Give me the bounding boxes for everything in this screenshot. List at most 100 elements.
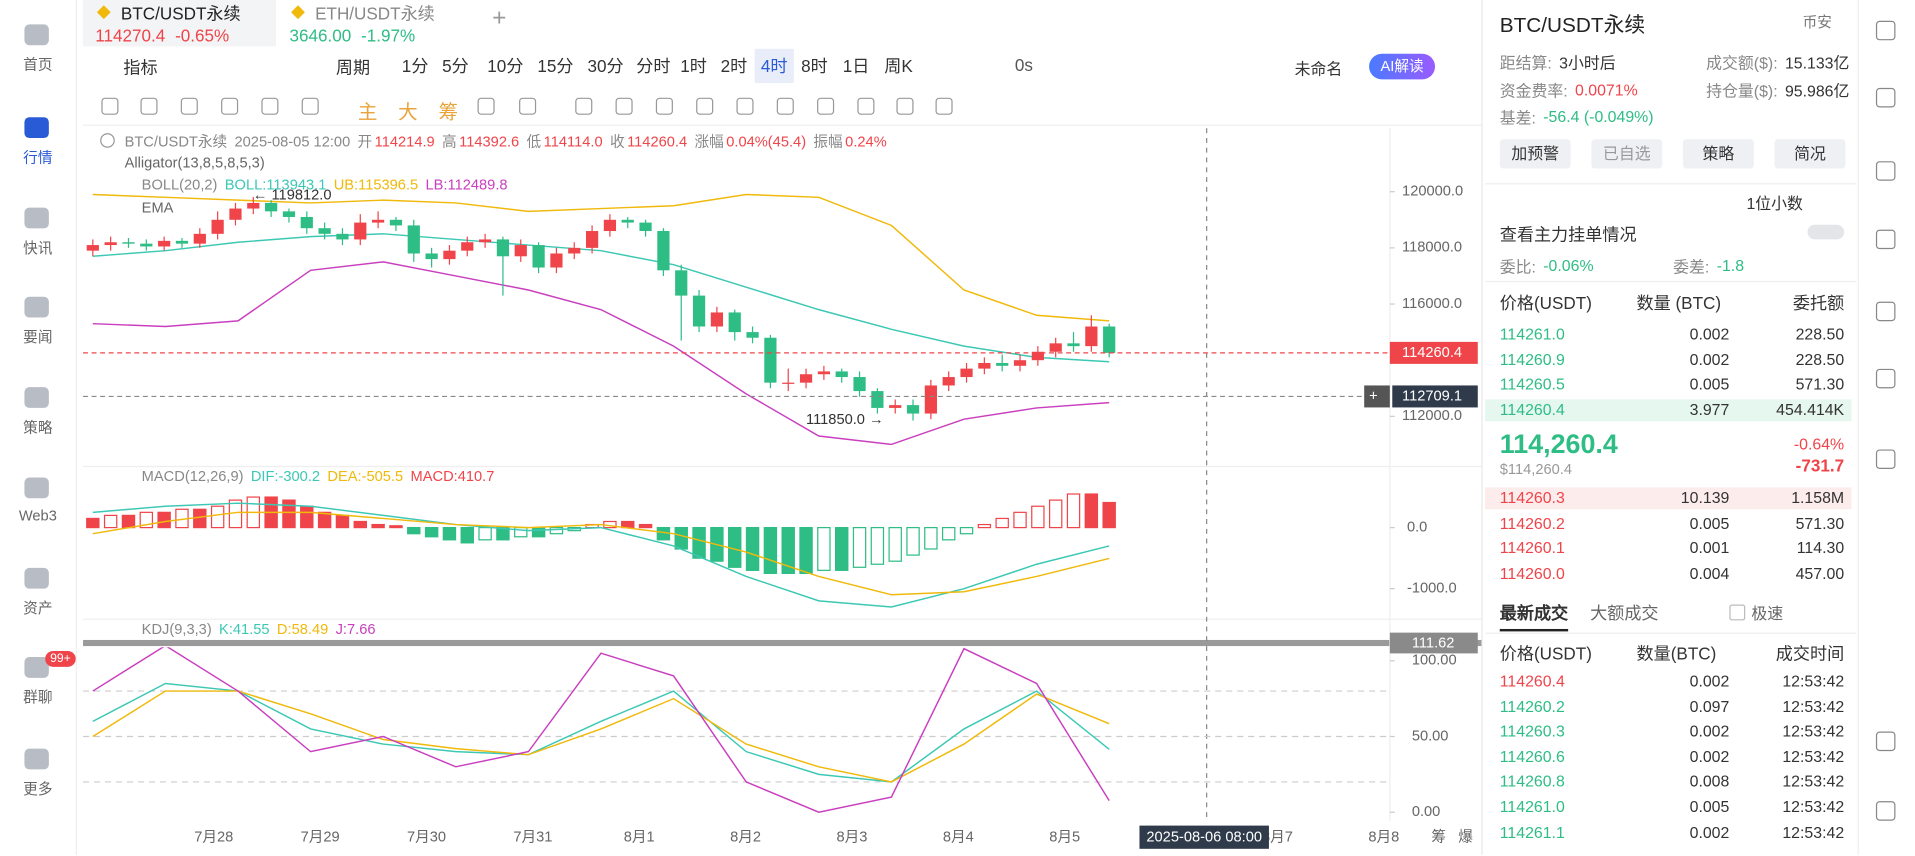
indicator-button[interactable]: 指标 [123,57,158,77]
side-icon[interactable] [1875,161,1896,181]
add-tab[interactable]: + [492,4,507,32]
nav-icon[interactable] [24,296,49,318]
tool-icon[interactable] [817,97,835,115]
tool-icon[interactable] [180,97,198,115]
checkbox[interactable] [1729,604,1746,621]
candle-body [1031,351,1044,361]
macd-bar [763,526,778,575]
legend-value: 0.04%(45.4) [726,132,807,150]
tool-icon[interactable] [519,97,537,115]
candle-body [86,245,99,251]
tool-icon[interactable] [857,97,875,115]
tool-icon[interactable] [935,97,953,115]
panel-button[interactable]: 加预警 [1499,139,1571,169]
tool-icon[interactable] [101,97,119,115]
y-tick-label: 50.00 [1412,728,1449,744]
side-icon[interactable] [1875,20,1896,41]
price-cell: 114260.4 [1499,671,1565,691]
side-icon[interactable] [1875,731,1896,752]
candle-body [1049,343,1062,352]
legend-value: 114260.4 [627,132,688,150]
tab-quote: 114270.4 -0.65% [95,26,229,46]
boll-line [92,261,1110,446]
interval[interactable]: 1时 [680,56,707,76]
stat-value: 15.133亿 [1784,53,1850,73]
candle-body [354,222,367,240]
kdj-legend: KDJ(9,3,3) K:41.55 D:58.49 J:7.66 [142,620,376,637]
side-icon[interactable] [1875,368,1896,389]
panel-button[interactable]: 简况 [1774,139,1846,169]
side-icon[interactable] [1875,801,1896,821]
tool-icon[interactable] [221,97,239,115]
interval[interactable]: 10分 [487,56,524,76]
interval[interactable]: 30分 [587,56,624,76]
pane-label-box [1389,632,1478,654]
nav-icon[interactable] [24,117,49,139]
panel-button[interactable]: 已自选 [1591,139,1663,169]
tab-symbol[interactable]: ETH/USDT永续 [315,3,435,24]
side-icon[interactable] [1875,87,1896,108]
tool-icon[interactable] [655,97,673,115]
stat: 成交额($): 15.133亿 [1706,50,1849,73]
nav-icon[interactable] [24,207,49,229]
depth-link[interactable]: 查看主力挂单情况 [1499,224,1637,245]
mid-delta: -731.7 [1795,455,1845,476]
nav-icon[interactable] [24,567,49,589]
tab-symbol[interactable]: BTC/USDT永续 [120,3,241,24]
nav-label: 首页 [23,56,53,74]
nav-icon[interactable] [24,748,49,770]
tool-icon[interactable] [301,97,319,115]
candle-body [710,312,724,327]
side-icon[interactable] [1875,229,1896,250]
interval[interactable]: 5分 [442,56,469,76]
drawing-tool[interactable]: 主 [357,102,378,124]
trade-tab[interactable]: 最新成交 [1499,601,1569,632]
interval[interactable]: 15分 [537,56,574,76]
macd-bar [959,526,974,535]
kdj-value: J:7.66 [335,620,376,638]
interval[interactable]: 4时 [754,48,794,84]
stat-label: 距结算: [1499,53,1552,73]
nav-icon[interactable] [24,387,49,408]
x-tick-label: 7月30 [407,830,446,846]
interval[interactable]: 1日 [842,56,870,76]
boll-line [92,193,1110,322]
amount-cell: 571.30 [1795,375,1845,394]
tool-icon[interactable] [696,97,714,115]
interval[interactable]: 2时 [720,56,748,76]
nav-icon[interactable] [24,477,49,499]
nav-icon[interactable] [24,24,49,46]
drawing-tool[interactable]: 筹 [438,102,459,124]
drawing-tool[interactable]: 大 [398,102,418,124]
tool-icon[interactable] [776,97,794,115]
nav-label: 更多 [23,780,53,798]
nav-icon[interactable] [24,657,49,678]
precision[interactable]: 1位小数 [1746,194,1803,213]
legend-value: 114392.6 [459,132,520,150]
tool-icon[interactable] [736,97,754,115]
side-icon[interactable] [1875,449,1896,469]
tool-icon[interactable] [261,97,279,115]
tab-price: 114270.4 [95,25,166,46]
interval[interactable]: 1分 [401,56,429,76]
interval[interactable]: 周K [884,56,913,76]
interval[interactable]: 8时 [801,56,828,76]
tool-icon[interactable] [575,97,593,115]
interval[interactable]: 分时 [636,56,671,76]
tool-icon[interactable] [896,97,914,115]
ai-button[interactable]: AI解读 [1369,53,1436,80]
mid-price: 114,260.4 [1499,428,1618,460]
period-button[interactable]: 周期 [335,57,371,77]
toggle[interactable] [1807,224,1845,240]
tool-icon[interactable] [477,97,495,115]
panel-button[interactable]: 策略 [1682,139,1754,169]
tool-icon[interactable] [615,97,633,115]
candle-body [568,247,581,254]
tab-quote: 3646.00 -1.97% [289,26,415,46]
toolbar-divider [83,124,1482,126]
tool-icon[interactable] [140,97,158,115]
side-icon[interactable] [1875,301,1896,322]
trade-tab[interactable]: 大额成交 [1590,603,1659,623]
macd-title: MACD(12,26,9) [141,467,244,485]
amount-cell: 12:53:42 [1782,797,1845,816]
